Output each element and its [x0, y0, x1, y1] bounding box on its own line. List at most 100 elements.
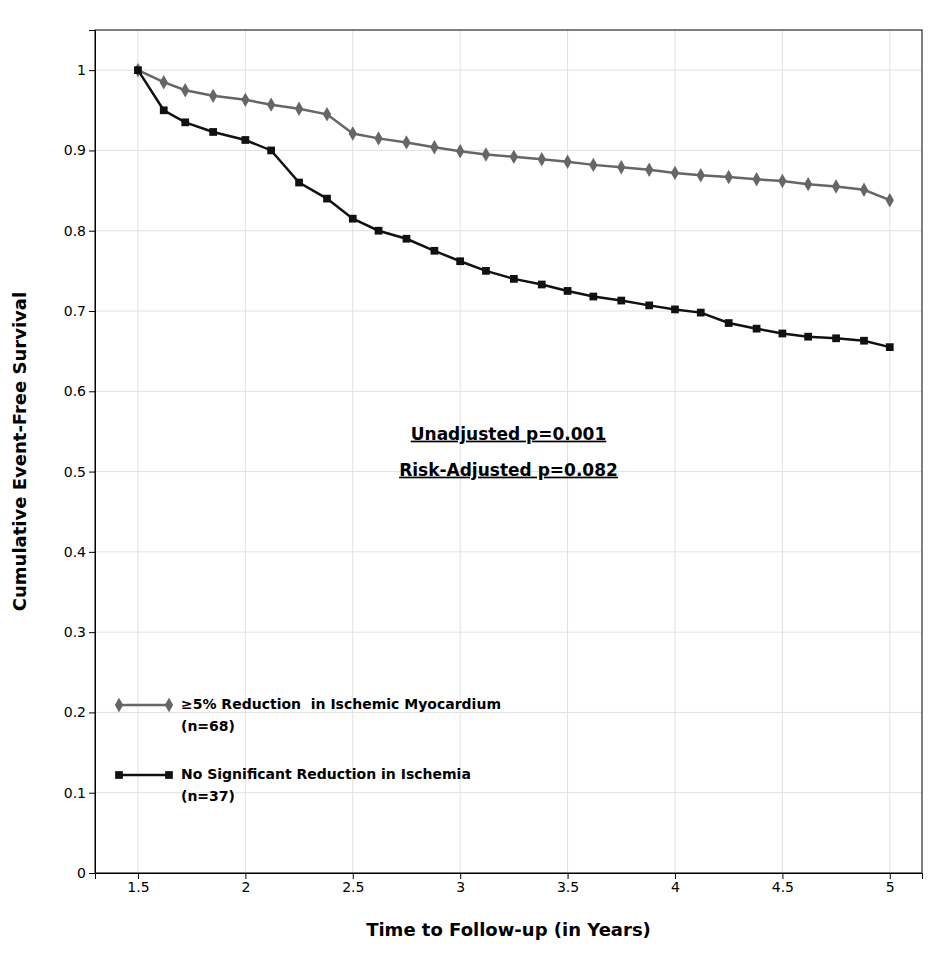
tick-label: 0 — [77, 865, 86, 881]
tick-mark — [89, 150, 95, 151]
plot: 1.522.533.544.5500.10.20.30.40.50.60.70.… — [64, 30, 923, 895]
point — [804, 333, 812, 341]
tick-label: 0.3 — [64, 624, 86, 640]
legend: ≥5% Reduction in Ischemic Myocardium(n=6… — [115, 696, 501, 804]
tick-mark — [89, 70, 95, 71]
point — [725, 319, 733, 327]
tick: 0.2 — [64, 704, 95, 720]
point — [860, 337, 868, 345]
point — [697, 309, 705, 317]
tick-label: 0.6 — [64, 383, 86, 399]
point — [753, 325, 761, 333]
legend-swatch — [115, 771, 173, 779]
grid-line — [95, 391, 922, 392]
point — [886, 343, 894, 351]
annotation: Unadjusted p=0.001 — [411, 424, 607, 444]
grid-line — [137, 30, 138, 873]
point — [402, 135, 410, 149]
grid-line — [782, 30, 783, 873]
legend-item: ≥5% Reduction in Ischemic Myocardium(n=6… — [115, 696, 501, 734]
point — [323, 195, 331, 203]
point — [374, 131, 382, 145]
chart: 1.522.533.544.5500.10.20.30.40.50.60.70.… — [0, 0, 952, 958]
tick-label: 0.9 — [64, 142, 86, 158]
tick-label: 1 — [77, 62, 86, 78]
point — [563, 154, 571, 168]
point — [482, 267, 490, 275]
grid-line — [352, 30, 353, 873]
grid-line — [889, 30, 890, 873]
point — [456, 257, 464, 265]
grid-line — [95, 70, 922, 71]
point — [832, 179, 840, 193]
point — [160, 75, 168, 89]
series-line — [138, 70, 890, 200]
tick: 3.5 — [557, 873, 579, 895]
point — [160, 106, 168, 114]
grid-line — [95, 551, 922, 552]
tick-label: 2.5 — [342, 879, 364, 895]
x-axis-title: Time to Follow-up (in Years) — [366, 919, 651, 940]
grid-line — [95, 311, 922, 312]
tick: 0.7 — [64, 303, 95, 319]
point — [589, 158, 597, 172]
tick: 5 — [886, 873, 895, 895]
point — [538, 281, 546, 289]
point — [349, 126, 357, 140]
point — [510, 150, 518, 164]
point — [671, 306, 679, 314]
point — [241, 136, 249, 144]
grid-line — [245, 30, 246, 873]
tick-label: 0.4 — [64, 544, 86, 560]
point — [209, 89, 217, 103]
tick-mark — [89, 472, 95, 473]
point — [564, 287, 572, 295]
point — [241, 93, 249, 107]
tick-label: 0.8 — [64, 223, 86, 239]
point — [725, 170, 733, 184]
x-axis: 1.522.533.544.55 — [96, 873, 923, 895]
tick: 0.5 — [64, 464, 95, 480]
tick-label: 5 — [886, 879, 895, 895]
tick: 3 — [456, 873, 465, 895]
legend-marker — [115, 771, 123, 779]
tick-label: 2 — [241, 879, 250, 895]
legend-label: (n=37) — [181, 788, 235, 804]
tick: 0.4 — [64, 544, 95, 560]
tick: 0.8 — [64, 223, 95, 239]
marks — [134, 63, 894, 351]
plot-frame — [95, 30, 922, 873]
grid-line — [95, 632, 922, 633]
tick-label: 3 — [456, 879, 465, 895]
point — [295, 101, 303, 115]
tick-label: 4.5 — [772, 879, 794, 895]
tick-mark — [89, 632, 95, 633]
tick-mark — [89, 231, 95, 232]
point — [375, 227, 383, 235]
tick: 0.1 — [64, 785, 95, 801]
series-line — [138, 70, 890, 347]
point — [697, 168, 705, 182]
point — [778, 174, 786, 188]
point — [349, 215, 357, 223]
tick-mark — [89, 712, 95, 713]
point — [403, 235, 411, 243]
grid-line — [95, 230, 922, 231]
legend-marker — [165, 771, 173, 779]
legend-swatch — [115, 698, 173, 712]
legend-item: No Significant Reduction in Ischemia(n=3… — [115, 766, 471, 804]
point — [510, 275, 518, 283]
tick-label: 0.7 — [64, 303, 86, 319]
grid — [95, 30, 922, 873]
point — [482, 147, 490, 161]
point — [181, 118, 189, 126]
point — [134, 66, 142, 74]
tick: 1 — [77, 62, 95, 78]
annotation: Risk-Adjusted p=0.082 — [399, 460, 618, 480]
point — [430, 140, 438, 154]
tick: 2 — [241, 873, 250, 895]
point — [456, 144, 464, 158]
tick: 0.9 — [64, 142, 95, 158]
point — [589, 293, 597, 301]
legend-label: (n=68) — [181, 718, 235, 734]
